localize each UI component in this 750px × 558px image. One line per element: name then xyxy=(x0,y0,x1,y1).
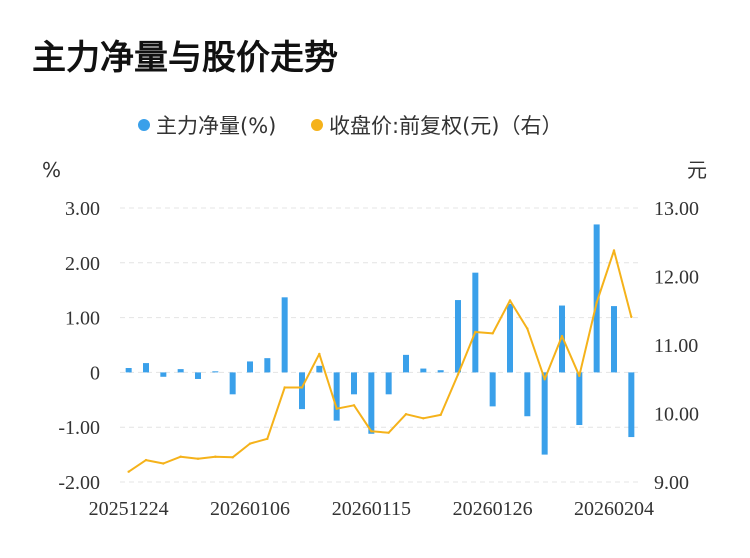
y-left-unit: % xyxy=(42,158,61,182)
y-left-axis: 3.00 2.00 1.00 0 -1.00 -2.00 xyxy=(58,198,100,494)
netflow-bar xyxy=(524,372,531,417)
netflow-bar xyxy=(628,372,635,438)
x-tick-label: 20260204 xyxy=(574,498,654,520)
price-point xyxy=(370,430,373,433)
y-right-tick-label: 13.00 xyxy=(654,198,699,220)
price-point xyxy=(144,458,148,462)
netflow-bar xyxy=(229,372,236,395)
netflow-bar xyxy=(420,368,427,373)
grid xyxy=(120,207,640,483)
netflow-bar xyxy=(489,372,496,407)
netflow-bar xyxy=(160,372,167,377)
y-right-tick-label: 10.00 xyxy=(654,404,699,426)
chart-title: 主力净量与股价走势 xyxy=(32,38,338,78)
netflow-bar xyxy=(281,297,288,373)
price-point xyxy=(335,407,338,410)
price-point xyxy=(422,417,425,420)
price-point xyxy=(491,332,494,335)
legend: 主力净量(%) 收盘价:前复权(元)（右） xyxy=(138,114,562,138)
netflow-bar xyxy=(507,303,513,373)
netflow-bar xyxy=(177,369,184,373)
netflow-bar xyxy=(264,358,271,373)
netflow-bar xyxy=(299,372,305,410)
price-point xyxy=(387,431,390,434)
x-axis: 20251224 20260106 20260115 20260126 20260204 xyxy=(89,498,654,520)
price-line xyxy=(128,249,633,473)
price-point xyxy=(300,386,304,389)
netflow-bar xyxy=(351,372,357,395)
netflow-bar xyxy=(403,354,409,373)
y-left-tick-label: -1.00 xyxy=(58,417,100,439)
netflow-bar xyxy=(195,372,201,379)
y-right-tick-label: 9.00 xyxy=(654,472,689,494)
price-point xyxy=(578,374,581,378)
price-point xyxy=(543,378,546,381)
x-tick-label: 20260126 xyxy=(453,498,533,520)
y-left-tick-label: 1.00 xyxy=(65,308,100,330)
netflow-bar xyxy=(541,372,548,455)
netflow-bar xyxy=(455,300,461,373)
netflow-bar xyxy=(437,370,444,373)
price-point xyxy=(266,437,269,441)
x-tick-label: 20251224 xyxy=(89,498,169,520)
price-point xyxy=(179,455,182,458)
price-point xyxy=(214,455,217,458)
price-point xyxy=(526,327,529,330)
price-point xyxy=(595,301,598,304)
netflow-bar xyxy=(316,365,323,373)
y-left-tick-label: 2.00 xyxy=(65,253,100,275)
price-point xyxy=(508,299,512,302)
price-point xyxy=(474,330,477,334)
price-point xyxy=(196,457,200,460)
y-right-tick-label: 12.00 xyxy=(654,267,699,289)
netflow-bar xyxy=(125,368,132,373)
legend-marker-price xyxy=(311,119,323,131)
y-right-unit: 元 xyxy=(687,158,707,182)
price-point xyxy=(630,315,633,319)
y-left-tick-label: 3.00 xyxy=(65,198,100,220)
price-point xyxy=(404,412,408,416)
price-point xyxy=(248,442,252,445)
legend-label-price: 收盘价:前复权(元)（右） xyxy=(329,114,562,138)
netflow-bar xyxy=(143,363,149,373)
price-point xyxy=(318,352,321,356)
price-point xyxy=(231,456,234,459)
price-point xyxy=(162,462,165,465)
netflow-bar xyxy=(385,372,392,395)
netflow-bar xyxy=(368,372,375,434)
netflow-bars xyxy=(125,224,635,455)
y-right-axis: 13.00 12.00 11.00 10.00 9.00 xyxy=(654,198,699,494)
netflow-bar xyxy=(472,272,479,373)
y-left-tick-label: -2.00 xyxy=(58,472,100,494)
y-left-tick-label: 0 xyxy=(90,362,100,384)
y-right-tick-label: 11.00 xyxy=(654,335,698,357)
legend-label-netflow: 主力净量(%) xyxy=(156,114,276,138)
price-point xyxy=(560,334,564,338)
netflow-bar xyxy=(576,372,583,426)
price-point xyxy=(456,373,460,376)
price-point xyxy=(283,386,286,389)
price-point xyxy=(352,404,356,407)
netflow-bar xyxy=(333,372,340,421)
legend-marker-netflow xyxy=(138,119,150,131)
price-point xyxy=(612,249,616,252)
price-point xyxy=(439,413,442,417)
netflow-bar xyxy=(559,305,565,373)
netflow-bar xyxy=(247,361,253,373)
price-point xyxy=(127,470,130,473)
price-line-group xyxy=(127,249,633,473)
netflow-bar xyxy=(212,371,219,373)
x-tick-label: 20260115 xyxy=(332,498,411,520)
netflow-bar xyxy=(611,306,617,373)
x-tick-label: 20260106 xyxy=(210,498,290,520)
netflow-bar xyxy=(593,224,600,373)
